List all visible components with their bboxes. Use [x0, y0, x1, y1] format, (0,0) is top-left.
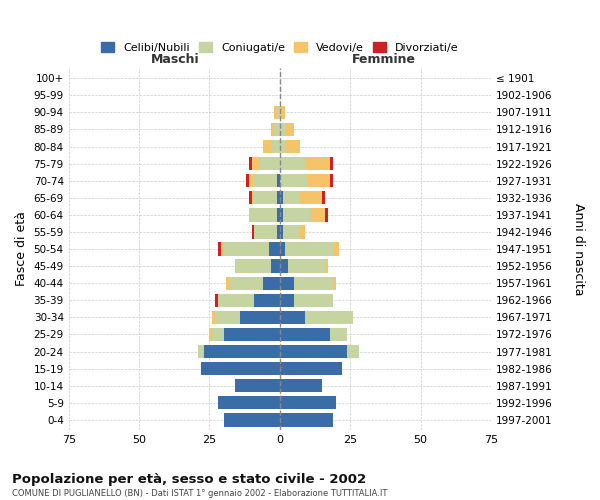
Bar: [271, 140, 280, 153]
Bar: [280, 157, 305, 170]
Bar: [311, 208, 325, 222]
Bar: [286, 140, 299, 153]
Bar: [277, 191, 280, 204]
Bar: [254, 294, 280, 307]
Bar: [249, 157, 251, 170]
Bar: [331, 157, 333, 170]
Bar: [274, 106, 277, 119]
Bar: [249, 174, 254, 188]
Bar: [280, 328, 331, 341]
Bar: [283, 226, 299, 238]
Bar: [271, 260, 280, 273]
Text: Femmine: Femmine: [352, 53, 416, 66]
Bar: [226, 276, 229, 290]
Bar: [280, 276, 294, 290]
Bar: [269, 242, 280, 256]
Bar: [271, 123, 274, 136]
Bar: [260, 157, 280, 170]
Bar: [294, 294, 333, 307]
Bar: [305, 310, 353, 324]
Bar: [241, 310, 280, 324]
Bar: [294, 276, 333, 290]
Bar: [249, 191, 251, 204]
Bar: [322, 191, 325, 204]
Bar: [218, 242, 221, 256]
Bar: [280, 174, 308, 188]
Bar: [224, 242, 269, 256]
Bar: [218, 396, 280, 409]
Bar: [212, 328, 224, 341]
Bar: [280, 294, 294, 307]
Bar: [224, 413, 280, 426]
Bar: [229, 276, 263, 290]
Bar: [331, 174, 333, 188]
Bar: [254, 226, 277, 238]
Bar: [286, 242, 333, 256]
Bar: [283, 208, 311, 222]
Bar: [280, 362, 342, 376]
Text: Maschi: Maschi: [151, 53, 200, 66]
Legend: Celibi/Nubili, Coniugati/e, Vedovi/e, Divorziati/e: Celibi/Nubili, Coniugati/e, Vedovi/e, Di…: [97, 38, 463, 57]
Bar: [280, 260, 288, 273]
Bar: [288, 260, 325, 273]
Bar: [325, 208, 328, 222]
Bar: [280, 310, 305, 324]
Bar: [347, 345, 359, 358]
Bar: [277, 208, 280, 222]
Y-axis label: Anni di nascita: Anni di nascita: [572, 203, 585, 296]
Bar: [198, 345, 204, 358]
Bar: [218, 294, 254, 307]
Bar: [215, 294, 218, 307]
Bar: [280, 345, 347, 358]
Bar: [235, 260, 271, 273]
Bar: [331, 328, 347, 341]
Bar: [274, 123, 280, 136]
Bar: [251, 191, 254, 204]
Bar: [235, 379, 280, 392]
Bar: [280, 413, 333, 426]
Bar: [305, 157, 331, 170]
Bar: [277, 106, 280, 119]
Bar: [204, 345, 280, 358]
Bar: [308, 174, 331, 188]
Bar: [263, 276, 280, 290]
Bar: [280, 106, 286, 119]
Bar: [251, 157, 260, 170]
Y-axis label: Fasce di età: Fasce di età: [15, 212, 28, 286]
Bar: [224, 328, 280, 341]
Bar: [280, 396, 336, 409]
Bar: [280, 208, 283, 222]
Bar: [299, 226, 305, 238]
Bar: [280, 242, 286, 256]
Text: Popolazione per età, sesso e stato civile - 2002: Popolazione per età, sesso e stato civil…: [12, 472, 366, 486]
Bar: [254, 191, 277, 204]
Bar: [277, 226, 280, 238]
Bar: [212, 310, 215, 324]
Bar: [333, 276, 336, 290]
Bar: [201, 362, 280, 376]
Bar: [286, 123, 294, 136]
Bar: [209, 328, 212, 341]
Bar: [221, 242, 224, 256]
Bar: [251, 226, 254, 238]
Bar: [283, 191, 299, 204]
Bar: [280, 379, 322, 392]
Bar: [280, 123, 286, 136]
Bar: [325, 260, 328, 273]
Bar: [280, 226, 283, 238]
Bar: [299, 191, 322, 204]
Bar: [280, 140, 286, 153]
Bar: [263, 140, 271, 153]
Bar: [254, 174, 277, 188]
Bar: [249, 208, 277, 222]
Bar: [246, 174, 249, 188]
Text: COMUNE DI PUGLIANELLO (BN) - Dati ISTAT 1° gennaio 2002 - Elaborazione TUTTITALI: COMUNE DI PUGLIANELLO (BN) - Dati ISTAT …: [12, 489, 388, 498]
Bar: [280, 191, 283, 204]
Bar: [277, 174, 280, 188]
Bar: [215, 310, 241, 324]
Bar: [333, 242, 339, 256]
